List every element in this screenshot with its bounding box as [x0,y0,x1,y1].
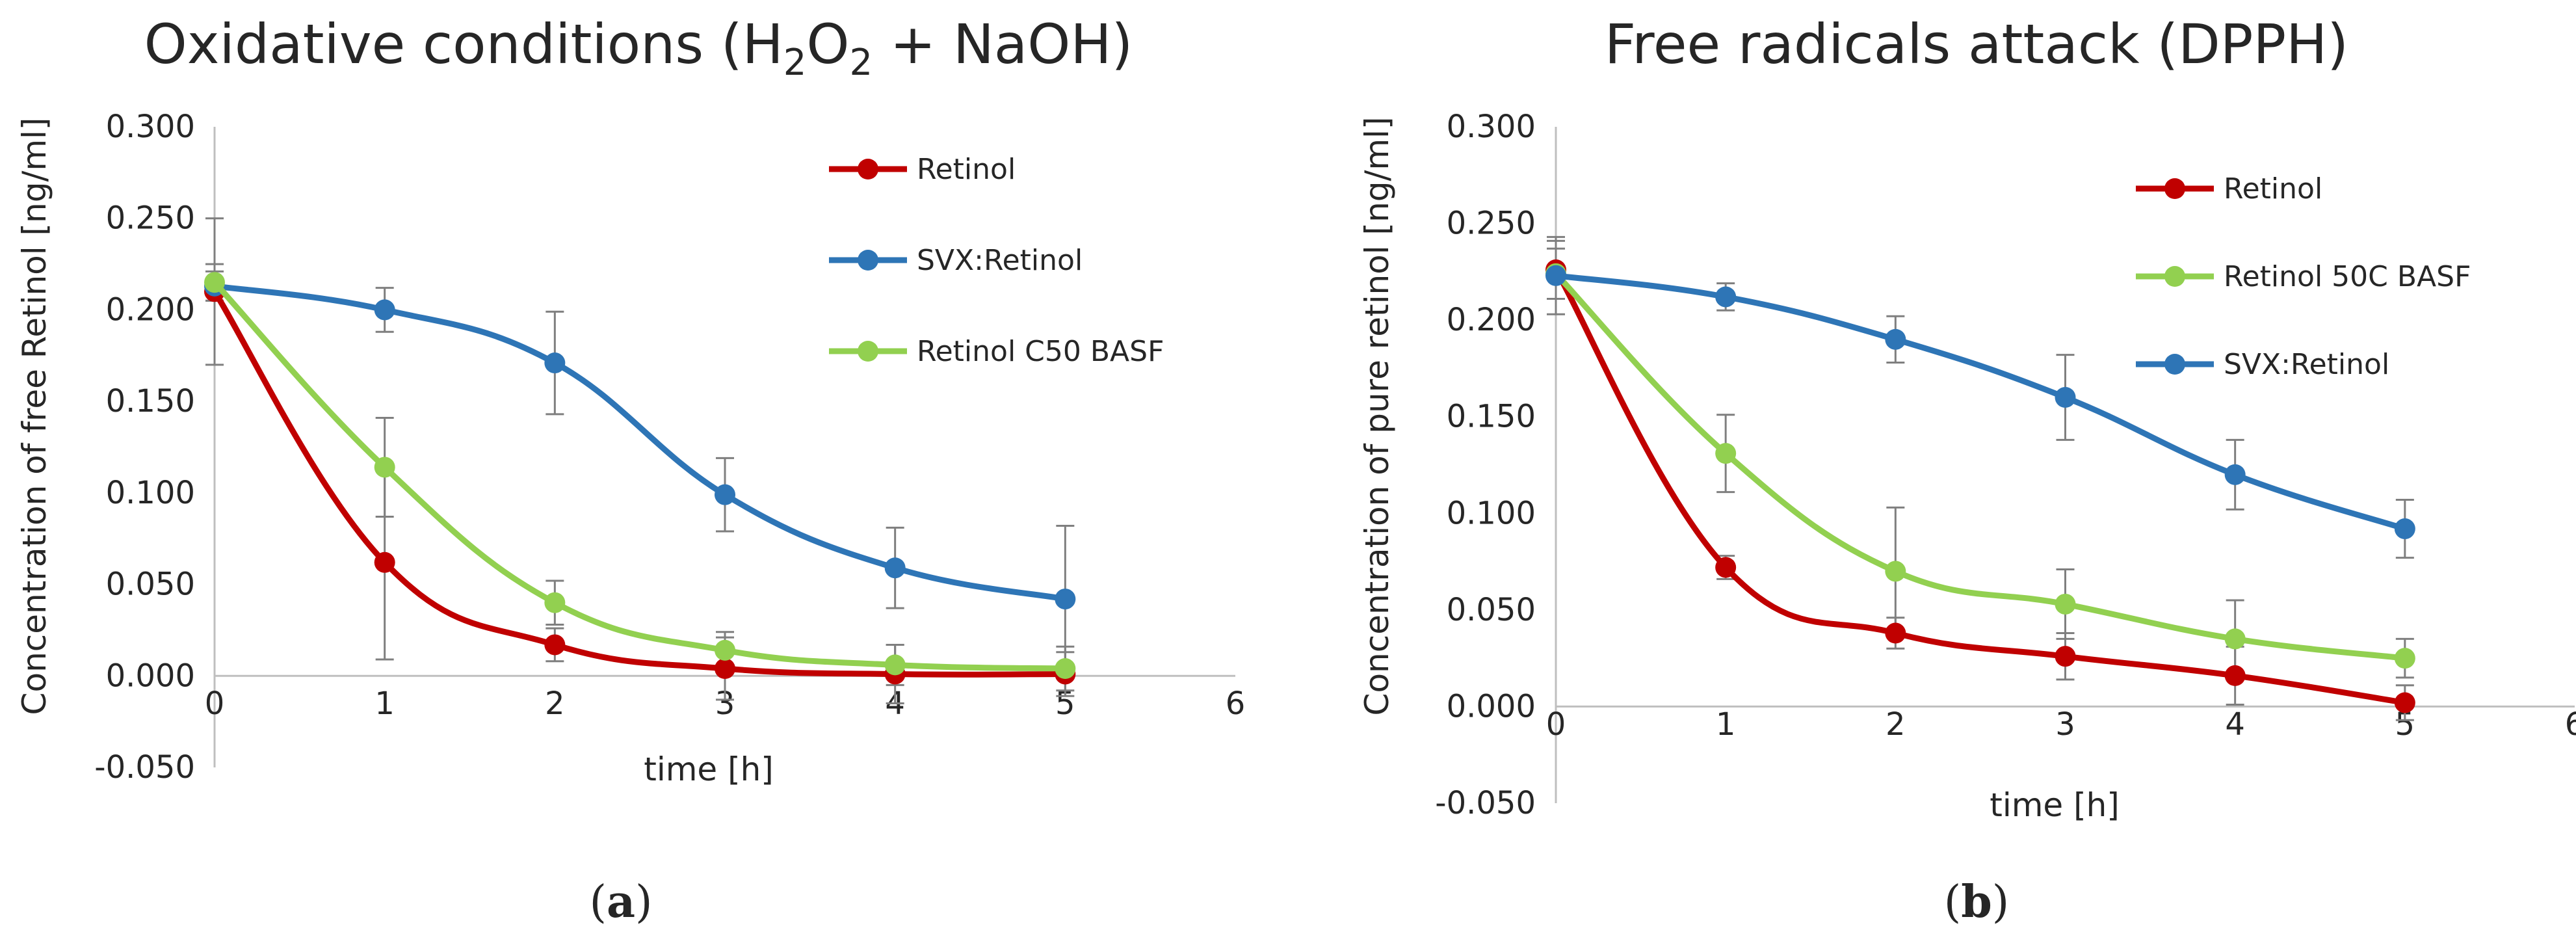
chart-a-series-line [211,279,1068,672]
chart-b-x-tick-label: 4 [2225,706,2245,743]
chart-b-x-tick-label: 3 [2055,706,2075,743]
chart-b-y-tick-label: 0.100 [1447,495,1536,531]
chart-a-ylabel: Concentration of free Retinol [ng/ml] [16,118,53,715]
chart-a-y-tick-label: 0.300 [106,109,195,145]
chart-a-x-tick-label: 0 [205,685,225,722]
chart-b-data-point [1885,622,1906,644]
chart-b-series-line [1553,271,2408,661]
chart-a-y-tick-label: 0.250 [106,200,195,237]
chart-b-data-point [2394,518,2415,540]
chart-a-legend-marker [858,250,878,271]
chart-b-ylabel: Concentration of pure retinol [ng/ml] [1358,117,1396,716]
chart-a-legend-label: Retinol [917,153,1016,186]
chart-b-data-point [1885,328,1906,350]
chart-a-data-point [715,658,735,680]
chart-a-y-tick-label: 0.000 [106,657,195,694]
chart-a-data-point [374,299,395,321]
chart-b-data-point [1885,561,1906,582]
chart-b-data-point [1715,286,1737,308]
chart-a-data-point [884,557,906,579]
chart-b-x-tick-label: 6 [2565,706,2576,743]
chart-b-y-tick-label: 0.200 [1447,302,1536,338]
panel-a: Oxidative conditions (H2O2 + NaOH) -0.05… [16,12,1245,928]
chart-a-y-tick-label: 0.200 [106,291,195,328]
chart-a-legend-marker [858,159,878,179]
chart-a-data-point [1055,589,1076,610]
chart-b-y-tick-label: 0.250 [1447,206,1536,242]
chart-b-plot: -0.050 0.000 0.050 0.100 0.150 0.200 0.250 0.30… [1435,109,2576,821]
chart-a-data-point [374,551,395,573]
chart-a-y-tick-label: 0.050 [106,566,195,603]
chart-b-legend-marker [2164,266,2185,287]
chart-b-data-point [2224,628,2246,650]
chart-a-y-tick-label: 0.100 [106,475,195,511]
chart-a-x-tick-label: 6 [1226,685,1246,722]
chart-b-xlabel: time [h] [1990,786,2120,824]
chart-b-y-tick-label: -0.050 [1435,785,1536,821]
chart-a-series-line [211,288,1068,678]
chart-b-title: Free radicals attack (DPPH) [1605,12,2348,76]
chart-b-legend-label: Retinol 50C BASF [2224,260,2471,293]
chart-a-plot: -0.050 0.000 0.050 0.100 0.150 0.200 0.250 0.30… [94,109,1245,786]
chart-b-x-tick-label: 2 [1886,706,1906,743]
chart-a-data-point [204,272,225,293]
chart-a-xlabel: time [h] [644,750,774,788]
chart-b-y-tick-label: 0.150 [1447,399,1536,435]
chart-a-series-line [211,283,1068,602]
chart-b-x-tick-label: 1 [1716,706,1736,743]
chart-a-x-tick-label: 2 [545,685,565,722]
chart-a-data-point [715,484,735,505]
chart-b-y-tick-label: 0.050 [1447,592,1536,628]
chart-a-y-tick-label: 0.150 [106,383,195,419]
chart-b-series-line [1553,272,2408,532]
panel-a-label: (a) [589,876,652,928]
chart-b-data-point [2394,692,2415,713]
chart-a-data-point [544,634,566,656]
chart-a-data-point [544,352,566,374]
chart-b-data-point [1715,443,1737,464]
panel-b-label: (b) [1944,876,2010,928]
chart-b-data-point [2224,665,2246,686]
chart-b-data-point [1715,557,1737,578]
chart-a-data-point [374,457,395,478]
chart-b-series-line [1553,267,2408,706]
chart-b-data-point [2224,464,2246,485]
chart-a-data-point [1055,658,1076,680]
chart-b-data-point [2055,646,2076,667]
chart-a-x-tick-label: 1 [375,685,395,722]
chart-a-y-tick-label: -0.050 [94,749,195,786]
chart-a-data-point [544,592,566,613]
panel-b: Free radicals attack (DPPH) -0.050 0.000 0… [1358,12,2576,928]
chart-b-data-point [2394,648,2415,669]
chart-a-title: Oxidative conditions (H2O2 + NaOH) [144,12,1133,84]
chart-b-legend-marker [2164,354,2185,375]
chart-a-legend-marker [858,341,878,362]
chart-b-data-point [1545,265,1566,286]
chart-a-legend-label: Retinol C50 BASF [917,335,1164,368]
chart-b-legend-marker [2164,178,2185,199]
chart-b-y-tick-label: 0.300 [1447,109,1536,145]
chart-a-data-point [715,639,735,661]
chart-b-legend-label: SVX:Retinol [2224,348,2389,381]
chart-b-data-point [2055,387,2076,408]
chart-b-legend-label: Retinol [2224,172,2322,206]
chart-a-legend-label: SVX:Retinol [917,244,1083,277]
chart-b-x-tick-label: 0 [1546,706,1566,743]
chart-a-data-point [884,654,906,676]
chart-b-y-tick-label: 0.000 [1447,688,1536,724]
chart-b-data-point [2055,593,2076,615]
